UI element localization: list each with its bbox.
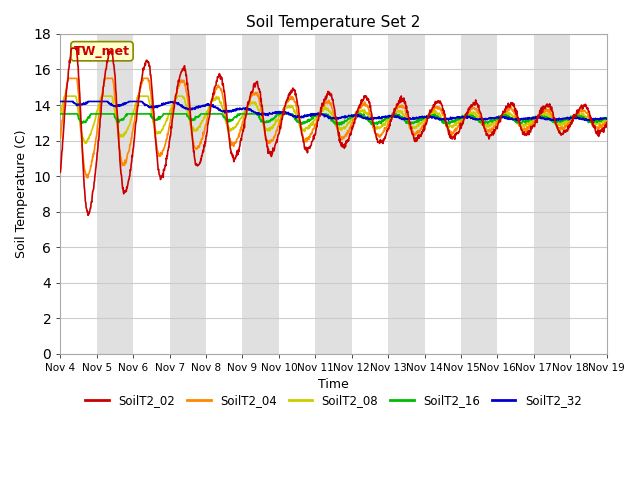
SoilT2_02: [68, 45, 76, 51]
SoilT2_32: [56, 98, 64, 104]
SoilT2_08: [61, 93, 68, 99]
Line: SoilT2_32: SoilT2_32: [60, 101, 607, 121]
SoilT2_16: [239, 111, 247, 117]
SoilT2_04: [539, 109, 547, 115]
Bar: [97, 34, 133, 354]
X-axis label: Time: Time: [318, 378, 349, 391]
SoilT2_16: [490, 115, 498, 120]
Line: SoilT2_04: SoilT2_04: [60, 78, 607, 178]
SoilT2_16: [178, 111, 186, 117]
SoilT2_08: [56, 112, 64, 118]
Legend: SoilT2_02, SoilT2_04, SoilT2_08, SoilT2_16, SoilT2_32: SoilT2_02, SoilT2_04, SoilT2_08, SoilT2_…: [81, 389, 586, 412]
SoilT2_04: [179, 80, 186, 85]
SoilT2_08: [179, 94, 186, 99]
SoilT2_08: [490, 119, 498, 125]
SoilT2_02: [240, 126, 248, 132]
Bar: [170, 34, 206, 354]
Line: SoilT2_02: SoilT2_02: [60, 48, 607, 216]
SoilT2_16: [603, 116, 611, 122]
SoilT2_16: [419, 116, 426, 121]
SoilT2_04: [419, 123, 427, 129]
SoilT2_04: [240, 116, 248, 122]
Title: Soil Temperature Set 2: Soil Temperature Set 2: [246, 15, 420, 30]
SoilT2_08: [539, 111, 547, 117]
SoilT2_32: [538, 116, 545, 121]
SoilT2_08: [419, 118, 427, 124]
SoilT2_08: [240, 110, 248, 116]
Line: SoilT2_08: SoilT2_08: [60, 96, 607, 143]
Bar: [461, 34, 497, 354]
SoilT2_08: [81, 140, 89, 146]
SoilT2_32: [164, 100, 172, 106]
SoilT2_04: [166, 124, 173, 130]
SoilT2_16: [538, 113, 546, 119]
SoilT2_02: [419, 128, 427, 134]
SoilT2_16: [56, 111, 64, 117]
SoilT2_32: [239, 105, 247, 111]
SoilT2_04: [603, 119, 611, 125]
Bar: [243, 34, 279, 354]
SoilT2_08: [166, 111, 173, 117]
SoilT2_02: [84, 213, 92, 218]
Text: TW_met: TW_met: [74, 45, 130, 58]
SoilT2_02: [603, 120, 611, 126]
SoilT2_04: [490, 123, 498, 129]
Y-axis label: Soil Temperature (C): Soil Temperature (C): [15, 130, 28, 258]
Bar: [534, 34, 570, 354]
SoilT2_32: [552, 118, 559, 124]
SoilT2_02: [179, 66, 186, 72]
SoilT2_32: [603, 116, 611, 122]
SoilT2_02: [539, 109, 547, 115]
SoilT2_08: [603, 117, 611, 122]
SoilT2_32: [490, 115, 497, 121]
SoilT2_16: [164, 111, 172, 117]
SoilT2_02: [56, 169, 64, 175]
SoilT2_04: [56, 136, 64, 142]
SoilT2_32: [419, 113, 426, 119]
SoilT2_02: [490, 130, 498, 136]
Bar: [316, 34, 352, 354]
Line: SoilT2_16: SoilT2_16: [60, 114, 607, 125]
SoilT2_04: [84, 175, 92, 180]
SoilT2_02: [166, 139, 173, 144]
SoilT2_32: [178, 102, 186, 108]
SoilT2_04: [64, 75, 72, 81]
SoilT2_16: [335, 122, 343, 128]
Bar: [388, 34, 424, 354]
